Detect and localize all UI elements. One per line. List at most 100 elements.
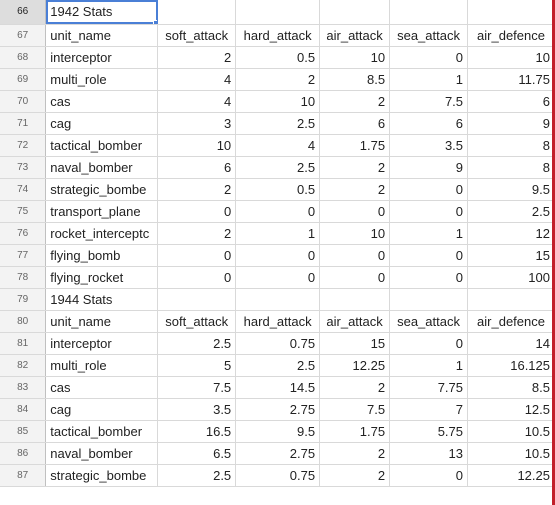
row-header-75[interactable]: 75 [0,200,47,223]
data-cell[interactable]: 7.5 [157,376,237,399]
section-title-cell[interactable] [157,288,237,311]
data-cell[interactable]: 13 [389,442,469,465]
row-header-77[interactable]: 77 [0,244,47,267]
data-cell[interactable]: 2.75 [235,398,321,421]
row-header-72[interactable]: 72 [0,134,47,157]
row-header-86[interactable]: 86 [0,442,47,465]
data-cell[interactable]: 10 [319,46,391,69]
data-cell[interactable]: 2.5 [235,156,321,179]
row-header-70[interactable]: 70 [0,90,47,113]
data-cell[interactable]: 6 [319,112,391,135]
data-cell[interactable]: 0 [389,266,469,289]
data-cell[interactable]: 1 [389,222,469,245]
data-cell[interactable]: tactical_bomber [45,420,159,443]
data-cell[interactable]: multi_role [45,68,159,91]
data-cell[interactable]: naval_bomber [45,156,159,179]
data-cell[interactable]: 2 [157,178,237,201]
data-cell[interactable]: 7.75 [389,376,469,399]
section-title-cell[interactable] [235,0,321,25]
section-title-cell[interactable] [389,0,469,25]
data-cell[interactable]: 3.5 [157,398,237,421]
data-cell[interactable]: 10 [157,134,237,157]
data-cell[interactable]: 2 [235,68,321,91]
data-cell[interactable]: strategic_bombe [45,464,159,487]
data-cell[interactable]: 15 [319,332,391,355]
data-cell[interactable]: 0 [389,464,469,487]
data-cell[interactable]: 0 [235,244,321,267]
column-header-cell[interactable]: unit_name [45,24,159,47]
section-title-cell[interactable] [467,0,555,25]
data-cell[interactable]: 5.75 [389,420,469,443]
data-cell[interactable]: 2.5 [235,354,321,377]
data-cell[interactable]: 2.5 [157,464,237,487]
data-cell[interactable]: 0 [157,244,237,267]
data-cell[interactable]: 1.75 [319,420,391,443]
data-cell[interactable]: 6 [467,90,555,113]
data-cell[interactable]: 8.5 [319,68,391,91]
data-cell[interactable]: 0 [319,200,391,223]
data-cell[interactable]: transport_plane [45,200,159,223]
data-cell[interactable]: multi_role [45,354,159,377]
data-cell[interactable]: cas [45,90,159,113]
data-cell[interactable]: 10.5 [467,420,555,443]
row-header-84[interactable]: 84 [0,398,47,421]
data-cell[interactable]: 2.75 [235,442,321,465]
row-header-79[interactable]: 79 [0,288,47,311]
data-cell[interactable]: 10 [467,46,555,69]
data-cell[interactable]: tactical_bomber [45,134,159,157]
data-cell[interactable]: 2 [319,156,391,179]
data-cell[interactable]: 15 [467,244,555,267]
data-cell[interactable]: 2.5 [157,332,237,355]
data-cell[interactable]: 5 [157,354,237,377]
data-cell[interactable]: 2 [319,90,391,113]
section-title-cell[interactable] [319,288,391,311]
column-header-cell[interactable]: air_attack [319,24,391,47]
data-cell[interactable]: 6 [157,156,237,179]
data-cell[interactable]: 0.5 [235,178,321,201]
row-header-68[interactable]: 68 [0,46,47,69]
data-cell[interactable]: 12.25 [319,354,391,377]
data-cell[interactable]: rocket_interceptc [45,222,159,245]
data-cell[interactable]: 2 [157,46,237,69]
scrollbar-edge[interactable] [552,0,555,505]
data-cell[interactable]: 100 [467,266,555,289]
column-header-cell[interactable]: air_defence [467,310,555,333]
data-cell[interactable]: 0 [389,46,469,69]
data-cell[interactable]: 16.125 [467,354,555,377]
row-header-82[interactable]: 82 [0,354,47,377]
data-cell[interactable]: 2 [319,442,391,465]
section-title-cell[interactable] [235,288,321,311]
data-cell[interactable]: 7.5 [389,90,469,113]
data-cell[interactable]: cas [45,376,159,399]
data-cell[interactable]: 10.5 [467,442,555,465]
data-cell[interactable]: 3.5 [389,134,469,157]
data-cell[interactable]: 12 [467,222,555,245]
data-cell[interactable]: 2.5 [467,200,555,223]
data-cell[interactable]: interceptor [45,332,159,355]
data-cell[interactable]: 0 [319,266,391,289]
data-cell[interactable]: 2 [319,464,391,487]
data-cell[interactable]: 0 [235,200,321,223]
row-header-71[interactable]: 71 [0,112,47,135]
data-cell[interactable]: 14.5 [235,376,321,399]
data-cell[interactable]: 10 [319,222,391,245]
row-header-78[interactable]: 78 [0,266,47,289]
section-title-cell[interactable]: 1942 Stats [45,0,159,25]
data-cell[interactable]: 8 [467,156,555,179]
column-header-cell[interactable]: soft_attack [157,310,237,333]
column-header-cell[interactable]: hard_attack [235,310,321,333]
row-header-67[interactable]: 67 [0,24,47,47]
row-header-69[interactable]: 69 [0,68,47,91]
data-cell[interactable]: 2.5 [235,112,321,135]
data-cell[interactable]: 14 [467,332,555,355]
data-cell[interactable]: 8 [467,134,555,157]
data-cell[interactable]: 12.5 [467,398,555,421]
fill-handle[interactable] [153,19,157,23]
section-title-cell[interactable] [389,288,469,311]
data-cell[interactable]: 4 [235,134,321,157]
data-cell[interactable]: 0 [389,244,469,267]
data-cell[interactable]: 0.75 [235,332,321,355]
row-header-81[interactable]: 81 [0,332,47,355]
data-cell[interactable]: 7 [389,398,469,421]
data-cell[interactable]: 0 [157,200,237,223]
